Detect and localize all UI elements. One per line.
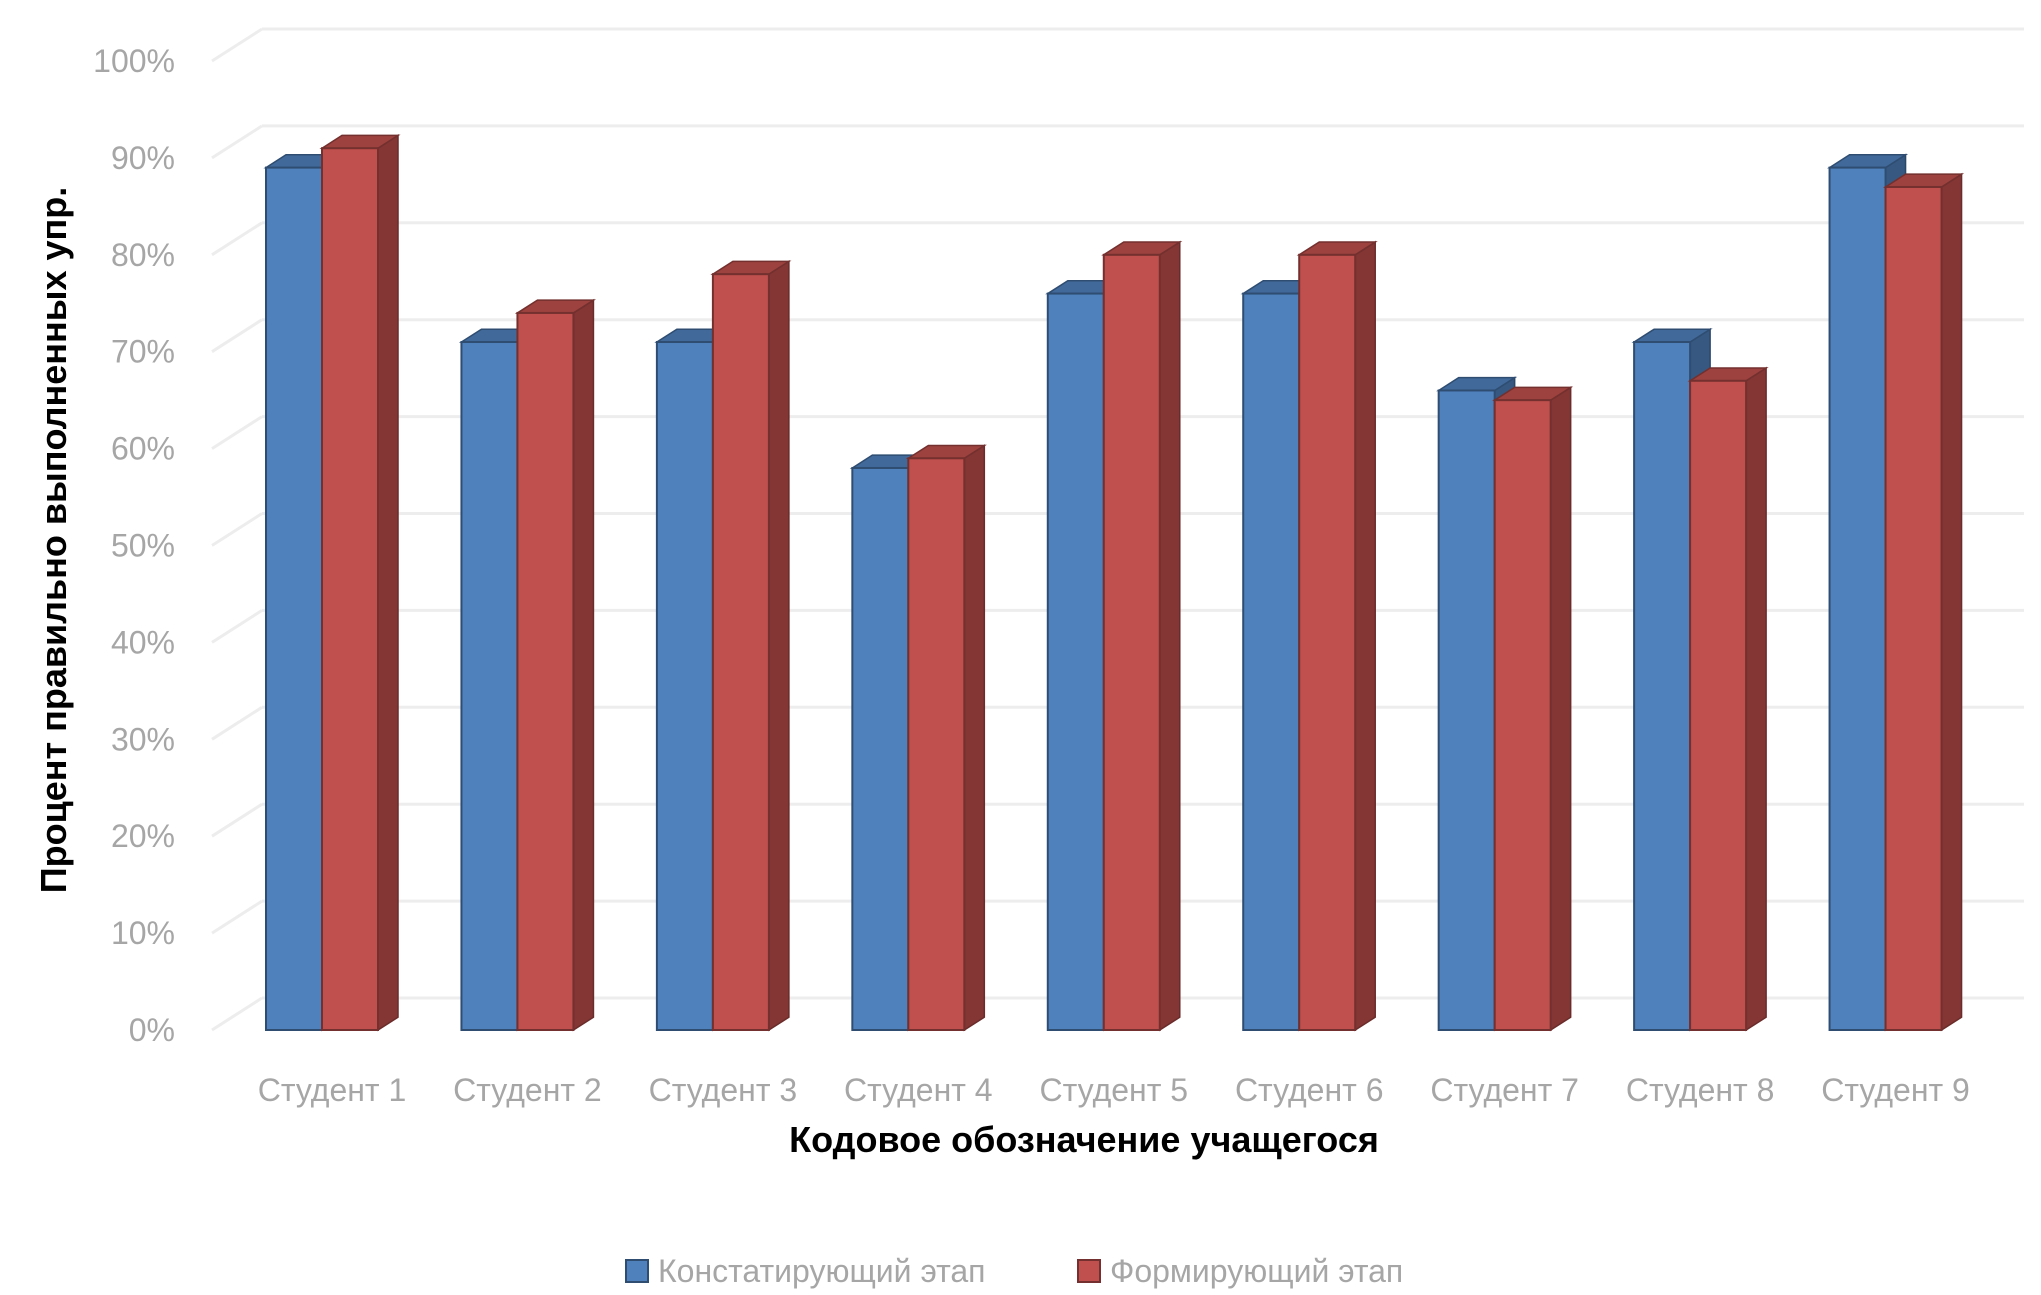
bar — [710, 260, 792, 1032]
y-tick-label: 100% — [93, 43, 175, 79]
bar — [319, 134, 401, 1032]
legend-item: Формирующий этап — [1077, 1253, 1403, 1289]
x-tick-label: Студент 4 — [844, 1072, 993, 1108]
legend: Констатирующий этап Формирующий этап — [625, 1253, 1403, 1289]
x-tick-label: Студент 6 — [1235, 1072, 1384, 1108]
gridline — [211, 27, 2024, 63]
x-tick-label: Студент 8 — [1626, 1072, 1775, 1108]
bars — [263, 134, 1965, 1032]
y-tick-label: 30% — [111, 721, 175, 757]
bar — [905, 444, 987, 1032]
legend-swatch — [1077, 1259, 1101, 1283]
bar — [1687, 366, 1769, 1032]
y-tick-label: 60% — [111, 431, 175, 467]
x-tick-label: Студент 5 — [1040, 1072, 1189, 1108]
y-tick-label: 70% — [111, 334, 175, 370]
bar — [1296, 240, 1378, 1032]
y-axis-title: Процент правильно выполненных упр. — [33, 187, 74, 894]
x-axis-title: Кодовое обозначение учащегося — [789, 1119, 1379, 1160]
y-tick-label: 0% — [129, 1012, 175, 1048]
legend-label: Констатирующий этап — [658, 1253, 985, 1289]
gridline — [211, 124, 2024, 160]
bar — [1101, 240, 1183, 1032]
y-tick-label: 10% — [111, 915, 175, 951]
gridline — [211, 221, 2024, 257]
bar — [1882, 172, 1965, 1032]
legend-swatch — [625, 1259, 649, 1283]
y-tick-label: 40% — [111, 624, 175, 660]
legend-label: Формирующий этап — [1110, 1253, 1403, 1289]
y-tick-label: 50% — [111, 528, 175, 564]
y-tick-label: 80% — [111, 237, 175, 273]
x-tick-label: Студент 3 — [649, 1072, 798, 1108]
y-tick-label: 20% — [111, 818, 175, 854]
y-tick-label: 90% — [111, 140, 175, 176]
legend-item: Констатирующий этап — [625, 1253, 985, 1289]
x-tick-label: Студент 7 — [1430, 1072, 1579, 1108]
x-tick-label: Студент 9 — [1821, 1072, 1970, 1108]
x-tick-label: Студент 2 — [453, 1072, 602, 1108]
x-axis-ticks: Студент 1 Студент 2 Студент 3 Студент 4 Студ… — [258, 1072, 1970, 1108]
y-axis-ticks: 0% 10% 20% 30% 40% 50% 60% 70% 80% 90% 100% — [93, 43, 175, 1048]
bar — [514, 298, 597, 1032]
bar — [1492, 385, 1574, 1032]
x-tick-label: Студент 1 — [258, 1072, 407, 1108]
